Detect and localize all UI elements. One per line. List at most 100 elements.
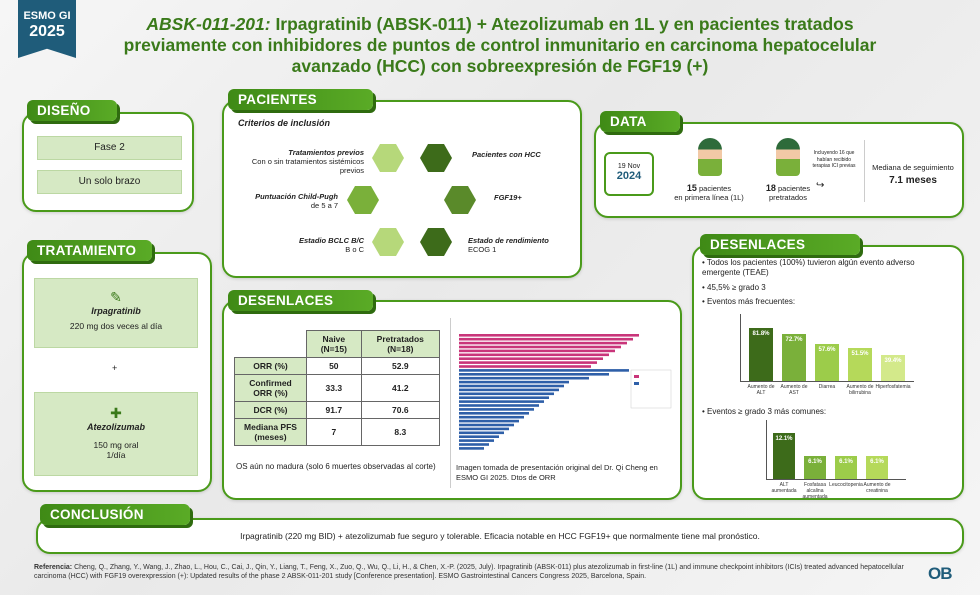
table-row: Mediana PFS (meses) 7 8.3 [234, 418, 441, 446]
conclusion-header: CONCLUSIÓN [40, 504, 190, 525]
criterion-text: B o C [345, 245, 364, 254]
waterfall-bar [459, 431, 504, 435]
bar-category-label: Aumento de bilirrubina [846, 384, 874, 396]
bar-category-label: Aumento de AST [780, 384, 808, 396]
arm-box: Un solo brazo [37, 170, 182, 194]
doctor-icon-2 [776, 138, 800, 176]
waterfall-bar [459, 365, 591, 368]
bullet-text: Eventos más frecuentes: [707, 297, 796, 306]
waterfall-bar [459, 404, 539, 407]
chart-frequent: 81.8% Aumento de ALT 72.7% Aumento de AST 57… [740, 314, 914, 396]
criterion-title: Puntuación Child-Pugh [255, 192, 338, 201]
criterion-ecog: Estado de rendimiento ECOG 1 [468, 236, 549, 254]
bar-value-label: 81.8% [752, 330, 770, 337]
badge-line2: 2025 [29, 23, 65, 40]
label: pacientes [778, 184, 811, 193]
reference-label: Referencia: [34, 564, 73, 571]
bullet-text: Eventos ≥ grado 3 más comunes: [707, 407, 827, 416]
data-header: DATA [600, 111, 680, 132]
waterfall-bar [459, 443, 489, 446]
waterfall-bar [459, 353, 609, 357]
chart-bar [881, 355, 905, 381]
chart-bar [866, 455, 888, 479]
waterfall-bar [459, 400, 544, 403]
table-header-row: Naive (N=15) Pretratados (N=18) [234, 330, 441, 358]
bar-value-label: 6.1% [808, 458, 822, 465]
bar-category-label: Aumento de ALT [747, 384, 775, 396]
waterfall-bar [459, 337, 633, 341]
label: pretratados [769, 193, 807, 202]
safety-header: DESENLACES [700, 234, 860, 255]
conclusion-text: Irpagratinib (220 mg BID) + atezolizumab… [240, 531, 760, 541]
waterfall-bar [459, 376, 589, 380]
cell: 52.9 [360, 357, 441, 375]
cell: 8.3 [360, 418, 441, 446]
os-note: OS aún no madura (solo 6 muertes observa… [236, 462, 436, 471]
patients-header: PACIENTES [228, 89, 373, 110]
cell: 91.7 [306, 401, 362, 419]
followup: Mediana de seguimiento 7.1 meses [866, 163, 960, 186]
bar-category-label: ALT aumentada [771, 482, 797, 494]
criterion-text: de 5 a 7 [310, 201, 338, 210]
chart-bar [835, 455, 857, 479]
bar-category-label: Leucocitopenia [829, 482, 863, 488]
reference-text: Cheng, Q., Zhang, Y., Wang, J., Zhao, L.… [34, 564, 904, 580]
bar-category-label: Aumento de creatinina [863, 482, 891, 494]
waterfall-bar [459, 439, 494, 442]
waterfall-bar [459, 369, 629, 372]
bar-value-label: 6.1% [870, 458, 884, 465]
plus-sign: + [112, 363, 118, 373]
bar-value-label: 39.4% [884, 358, 902, 365]
waterfall-bar [459, 392, 554, 396]
waterfall-bar [459, 349, 615, 353]
cell: 70.6 [360, 401, 441, 419]
criterion-text: ECOG 1 [468, 245, 497, 254]
doctor-icon-1 [698, 138, 722, 176]
count: 15 [686, 183, 697, 193]
bar-value-label: 51.5% [851, 350, 869, 357]
count: 18 [765, 183, 776, 193]
congress-badge: ESMO GI 2025 [18, 0, 76, 58]
patients-panel [222, 100, 582, 278]
chart-bar [749, 327, 773, 381]
date-day: 19 Nov [617, 163, 641, 170]
waterfall-bar [459, 427, 509, 431]
calendar-icon: 19 Nov 2024 [604, 152, 654, 196]
divider [864, 140, 865, 202]
chart-bar [815, 343, 839, 381]
drug2-box: ✚ Atezolizumab 150 mg oral 1/día [34, 392, 198, 476]
frequent-bullet: • Eventos más frecuentes: [702, 297, 796, 306]
criterion-fgf19: FGF19+ [494, 193, 522, 202]
reference: Referencia: Cheng, Q., Zhang, Y., Wang, … [34, 563, 914, 581]
grade3-common-bullet: • Eventos ≥ grado 3 más comunes: [702, 407, 827, 416]
criterion-hcc: Pacientes con HCC [472, 150, 541, 159]
chart-bar [782, 333, 806, 381]
table-row: DCR (%) 91.7 70.6 [234, 401, 441, 419]
waterfall-bar [459, 334, 639, 337]
cell: 33.3 [306, 374, 362, 402]
grade3-bullet: • 45,5% ≥ grado 3 [702, 283, 766, 292]
col-pretreated: Pretratados (N=18) [360, 330, 441, 358]
waterfall-bars [459, 334, 639, 450]
bar-value-label: 12.1% [775, 436, 793, 443]
legend-swatch [634, 375, 639, 378]
cell: 50 [306, 357, 362, 375]
pretreated-count: 18 pacientes pretratados [748, 183, 828, 202]
table-corner [234, 330, 307, 358]
bar-value-label: 72.7% [785, 336, 803, 343]
efficacy-table: Naive (N=15) Pretratados (N=18) ORR (%) 5… [234, 330, 441, 446]
pill-icon: ✎ [110, 289, 122, 305]
head-icon [444, 186, 476, 214]
phase-box: Fase 2 [37, 136, 182, 160]
chart-bar [804, 455, 826, 479]
document-icon [372, 144, 404, 172]
study-id: ABSK-011-201: [146, 14, 271, 34]
waterfall-bar [459, 415, 524, 419]
drug2-name: Atezolizumab [86, 422, 145, 432]
criterion-text: Con o sin tratamientos sistémicos previo… [251, 157, 364, 175]
title-text: Irpagratinib (ABSK-011) + Atezolizumab e… [123, 14, 877, 76]
waterfall-bar [459, 408, 534, 411]
label: pacientes [699, 184, 732, 193]
criterion-title: Estado de rendimiento [468, 236, 549, 245]
waterfall-bar [459, 357, 603, 360]
